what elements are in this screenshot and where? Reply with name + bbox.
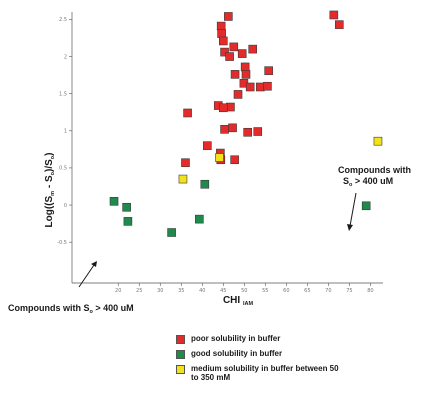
x-tick-label: 30 bbox=[157, 288, 163, 294]
x-tick-label: 40 bbox=[199, 288, 205, 294]
data-point-poor bbox=[263, 81, 272, 91]
data-point-good bbox=[195, 214, 204, 224]
legend-label-good: good solubility in buffer bbox=[191, 349, 283, 358]
data-point-poor bbox=[224, 12, 233, 21]
data-point-poor bbox=[181, 158, 190, 168]
legend-item-good: good solubility in buffer bbox=[176, 349, 341, 359]
data-point-poor bbox=[228, 123, 237, 133]
data-point-poor bbox=[226, 102, 235, 112]
data-point-poor bbox=[203, 141, 212, 150]
chart-legend: poor solubility in buffer good solubilit… bbox=[176, 334, 341, 387]
data-point-poor bbox=[218, 103, 228, 113]
legend-swatch-medium bbox=[176, 365, 185, 374]
data-point-medium bbox=[373, 136, 383, 146]
data-point-poor bbox=[237, 49, 247, 58]
data-point-poor bbox=[240, 62, 250, 72]
y-tick-label: -0.5 bbox=[57, 240, 67, 246]
data-point-good bbox=[109, 197, 119, 206]
data-point-good bbox=[361, 201, 371, 211]
annotation-left: Compounds with So > 400 uM bbox=[8, 303, 134, 315]
data-point-medium bbox=[178, 174, 188, 184]
x-tick-label: 70 bbox=[325, 288, 331, 294]
data-point-poor bbox=[255, 82, 265, 92]
data-point-poor bbox=[243, 127, 252, 137]
x-tick-label: 55 bbox=[262, 288, 268, 294]
annotation-right: Compounds with So > 400 uM bbox=[338, 165, 411, 188]
y-tick-label: 0.5 bbox=[59, 166, 67, 172]
annotation-left-arrow bbox=[78, 261, 97, 288]
y-axis-label: Log((Sm - So)/So) bbox=[44, 153, 56, 228]
legend-label-poor: poor solubility in buffer bbox=[191, 334, 281, 343]
data-point-poor bbox=[218, 36, 228, 46]
x-axis-label: CHI IAM bbox=[223, 295, 254, 307]
x-tick-label: 25 bbox=[136, 288, 142, 294]
data-point-poor bbox=[248, 44, 258, 54]
data-point-poor bbox=[253, 127, 263, 136]
x-tick-label: 65 bbox=[304, 288, 310, 294]
y-tick-label: 1.5 bbox=[59, 91, 67, 97]
legend-label-medium: medium solubility in buffer between 50 t… bbox=[191, 364, 339, 382]
chart-points bbox=[109, 10, 383, 237]
data-point-poor bbox=[225, 52, 234, 61]
y-tick-label: 2.5 bbox=[59, 17, 67, 23]
data-point-poor bbox=[220, 47, 229, 57]
legend-item-poor: poor solubility in buffer bbox=[176, 334, 341, 344]
x-tick-label: 45 bbox=[220, 288, 226, 294]
legend-swatch-poor bbox=[176, 335, 185, 344]
data-point-poor bbox=[229, 42, 239, 52]
x-tick-label: 80 bbox=[367, 288, 373, 294]
x-tick-label: 20 bbox=[115, 288, 121, 294]
data-point-good bbox=[167, 228, 176, 237]
y-tick-label: 0 bbox=[64, 203, 67, 209]
data-point-medium bbox=[215, 153, 224, 162]
data-point-poor bbox=[264, 66, 273, 75]
data-point-poor bbox=[216, 21, 226, 31]
x-tick-label: 75 bbox=[346, 288, 352, 294]
data-point-good bbox=[200, 179, 210, 189]
data-point-poor bbox=[241, 70, 251, 79]
x-tick-label: 60 bbox=[283, 288, 289, 294]
y-tick-label: 1 bbox=[64, 129, 67, 135]
data-point-poor bbox=[245, 82, 255, 92]
legend-item-medium: medium solubility in buffer between 50 t… bbox=[176, 364, 341, 382]
data-point-good bbox=[123, 217, 133, 226]
legend-swatch-good bbox=[176, 350, 185, 359]
y-tick-label: 2 bbox=[64, 54, 67, 60]
data-point-poor bbox=[329, 10, 339, 20]
data-point-poor bbox=[230, 70, 240, 79]
data-point-poor bbox=[217, 29, 226, 38]
data-point-poor bbox=[183, 108, 192, 118]
data-point-poor bbox=[334, 20, 344, 29]
data-point-poor bbox=[233, 90, 243, 99]
data-point-poor bbox=[230, 155, 239, 165]
data-point-good bbox=[122, 202, 131, 212]
chart-axes bbox=[71, 12, 383, 284]
chart-ticks: -0.5 0 0.5 1 1.5 2 2.5 20 25 30 35 40 45 50 55 60 65 70 75… bbox=[57, 17, 373, 294]
annotation-right-arrow bbox=[347, 192, 357, 231]
data-point-poor bbox=[220, 125, 229, 134]
x-tick-label: 35 bbox=[178, 288, 184, 294]
x-tick-label: 50 bbox=[241, 288, 247, 294]
